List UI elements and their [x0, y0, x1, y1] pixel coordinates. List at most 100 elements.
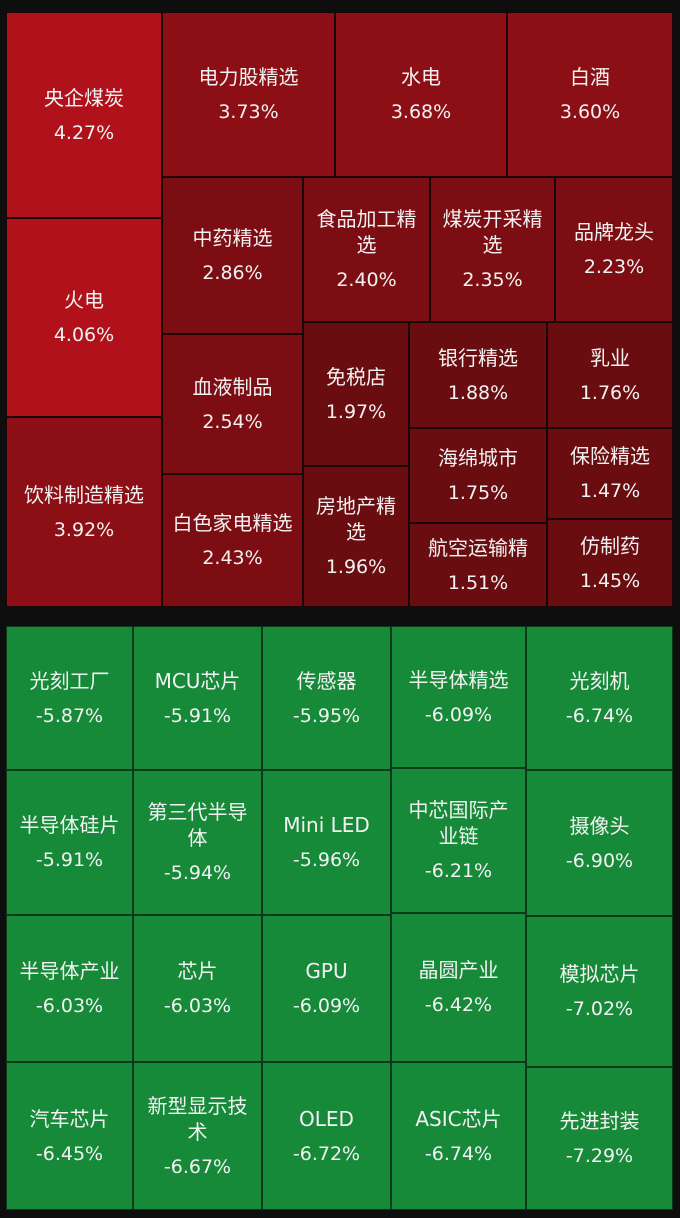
- sector-tile[interactable]: 水电 3.68%: [335, 12, 507, 177]
- sector-tile[interactable]: 半导体产业 -6.03%: [6, 915, 133, 1062]
- sector-change: -5.87%: [35, 704, 104, 727]
- sector-name: 第三代半导体: [147, 800, 248, 850]
- sector-tile[interactable]: 先进封装 -7.29%: [526, 1067, 673, 1210]
- sector-change: 3.73%: [218, 101, 279, 123]
- sector-tile[interactable]: 白色家电精选 2.43%: [162, 474, 303, 607]
- sector-change: 2.23%: [583, 256, 645, 278]
- sector-tile[interactable]: 中药精选 2.86%: [162, 177, 303, 334]
- sector-tile[interactable]: 火电 4.06%: [6, 218, 162, 417]
- sector-tile[interactable]: 血液制品 2.54%: [162, 334, 303, 474]
- sector-change: 1.51%: [447, 571, 509, 594]
- sector-change: -6.42%: [424, 994, 493, 1016]
- sector-name: 免税店: [326, 364, 386, 389]
- sector-tile[interactable]: 仿制药 1.45%: [547, 519, 673, 607]
- sector-name: 饮料制造精选: [24, 482, 144, 507]
- sector-change: 4.06%: [53, 324, 115, 346]
- sector-name: 仿制药: [580, 533, 640, 558]
- sector-change: -6.74%: [565, 704, 634, 727]
- sector-tile[interactable]: 航空运输精 1.51%: [409, 523, 547, 607]
- sector-tile[interactable]: 饮料制造精选 3.92%: [6, 417, 162, 607]
- sector-tile[interactable]: 晶圆产业 -6.42%: [391, 913, 526, 1062]
- sector-tile[interactable]: 电力股精选 3.73%: [162, 12, 335, 177]
- sector-name: 半导体精选: [408, 667, 509, 692]
- sector-name: 血液制品: [192, 374, 273, 399]
- sector-tile[interactable]: 半导体硅片 -5.91%: [6, 770, 133, 915]
- sector-name: 火电: [64, 288, 104, 312]
- sector-tile[interactable]: 保险精选 1.47%: [547, 428, 673, 519]
- sector-change: -5.91%: [163, 704, 232, 727]
- sector-change: 1.96%: [325, 556, 387, 578]
- sector-name: 半导体产业: [19, 959, 120, 983]
- sector-name: 保险精选: [570, 444, 650, 468]
- sector-change: -7.29%: [565, 1145, 634, 1167]
- sector-change: 1.45%: [579, 569, 641, 592]
- sector-name: 中药精选: [192, 226, 273, 250]
- sector-tile[interactable]: 食品加工精选 2.40%: [303, 177, 430, 322]
- sector-tile[interactable]: 海绵城市 1.75%: [409, 428, 547, 523]
- sector-change: -6.90%: [565, 849, 634, 872]
- sector-tile[interactable]: ASIC芯片 -6.74%: [391, 1062, 526, 1210]
- sector-name: 煤炭开采精选: [442, 207, 543, 257]
- sector-change: 2.86%: [202, 262, 263, 284]
- sector-change: 3.68%: [390, 101, 452, 123]
- sector-name: 房地产精选: [316, 494, 396, 544]
- sector-name: 水电: [401, 65, 441, 89]
- sector-name: 光刻机: [569, 668, 630, 693]
- sector-tile[interactable]: OLED -6.72%: [262, 1062, 391, 1210]
- sector-tile[interactable]: 中芯国际产业链 -6.21%: [391, 768, 526, 913]
- sector-name: 模拟芯片: [559, 962, 640, 986]
- sector-change: 1.88%: [447, 381, 509, 404]
- sector-change: 3.60%: [559, 101, 621, 123]
- sector-change: 1.47%: [579, 480, 641, 502]
- sector-tile[interactable]: 乳业 1.76%: [547, 322, 673, 428]
- sector-tile[interactable]: 免税店 1.97%: [303, 322, 409, 466]
- sector-change: -7.02%: [565, 998, 634, 1020]
- sector-tile[interactable]: 煤炭开采精选 2.35%: [430, 177, 555, 322]
- sector-name: OLED: [299, 1106, 354, 1131]
- sector-name: 央企煤炭: [44, 85, 124, 110]
- sector-change: 2.43%: [202, 547, 263, 569]
- sector-tile[interactable]: MCU芯片 -5.91%: [133, 626, 262, 770]
- sector-tile[interactable]: 摄像头 -6.90%: [526, 770, 673, 916]
- sector-tile[interactable]: 芯片 -6.03%: [133, 915, 262, 1062]
- sector-tile[interactable]: 银行精选 1.88%: [409, 322, 547, 428]
- sector-change: -6.21%: [424, 860, 493, 882]
- sector-name: 先进封装: [559, 1109, 640, 1133]
- sector-change: -6.67%: [163, 1155, 232, 1178]
- sector-tile[interactable]: 第三代半导体 -5.94%: [133, 770, 262, 915]
- sector-tile[interactable]: Mini LED -5.96%: [262, 770, 391, 915]
- sector-change: -6.72%: [292, 1142, 361, 1165]
- sector-name: 白色家电精选: [172, 511, 293, 535]
- sector-name: 航空运输精: [428, 535, 528, 560]
- sector-tile[interactable]: 模拟芯片 -7.02%: [526, 916, 673, 1067]
- sector-tile[interactable]: 品牌龙头 2.23%: [555, 177, 673, 322]
- sector-tile[interactable]: 新型显示技术 -6.67%: [133, 1062, 262, 1210]
- sector-tile[interactable]: 央企煤炭 4.27%: [6, 12, 162, 218]
- sector-tile[interactable]: GPU -6.09%: [262, 915, 391, 1062]
- sector-change: -6.45%: [35, 1142, 104, 1165]
- sector-name: 银行精选: [438, 345, 518, 370]
- sector-change: -6.03%: [35, 995, 104, 1017]
- sector-name: 半导体硅片: [19, 813, 120, 837]
- sector-change: 1.75%: [447, 482, 509, 504]
- sector-name: 芯片: [177, 959, 218, 983]
- sector-tile[interactable]: 半导体精选 -6.09%: [391, 626, 526, 768]
- sector-name: GPU: [305, 959, 348, 983]
- sector-change: 1.76%: [579, 381, 641, 404]
- sector-tile[interactable]: 传感器 -5.95%: [262, 626, 391, 770]
- sector-tile[interactable]: 光刻工厂 -5.87%: [6, 626, 133, 770]
- sector-name: 海绵城市: [438, 446, 518, 470]
- sector-tile[interactable]: 白酒 3.60%: [507, 12, 673, 177]
- sector-tile[interactable]: 房地产精选 1.96%: [303, 466, 409, 607]
- sector-change: -5.94%: [163, 862, 232, 884]
- sector-change: -6.03%: [163, 995, 232, 1017]
- sector-tile[interactable]: 光刻机 -6.74%: [526, 626, 673, 770]
- sector-change: 1.97%: [325, 400, 387, 423]
- sector-name: 品牌龙头: [574, 220, 654, 244]
- sector-change: 3.92%: [53, 518, 115, 541]
- sector-name: 摄像头: [569, 813, 630, 838]
- sector-name: Mini LED: [283, 813, 370, 837]
- sector-tile[interactable]: 汽车芯片 -6.45%: [6, 1062, 133, 1210]
- sector-name: 晶圆产业: [418, 958, 499, 982]
- sector-change: -5.95%: [292, 704, 361, 727]
